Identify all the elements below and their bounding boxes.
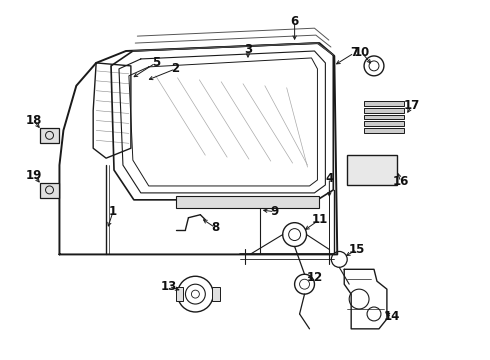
Bar (40, 129, 59, 143)
Bar (364, 108, 404, 113)
Text: 9: 9 (270, 205, 279, 218)
Bar (175, 196, 319, 208)
Bar (364, 100, 404, 105)
Text: 4: 4 (325, 171, 334, 185)
Text: 18: 18 (25, 114, 42, 127)
Text: 7: 7 (350, 46, 358, 59)
Text: 14: 14 (384, 310, 400, 323)
Text: 16: 16 (392, 175, 409, 189)
Bar (364, 129, 404, 133)
Bar (212, 287, 220, 301)
Text: 8: 8 (211, 221, 220, 234)
Bar (175, 287, 183, 301)
Bar (40, 183, 59, 198)
Text: 5: 5 (151, 57, 160, 69)
Text: 12: 12 (306, 271, 322, 284)
Text: 13: 13 (160, 280, 177, 293)
Text: 19: 19 (25, 168, 42, 181)
Bar (364, 121, 404, 126)
Text: 1: 1 (109, 205, 117, 218)
Bar (364, 114, 404, 120)
Text: 11: 11 (311, 213, 327, 226)
Text: 6: 6 (291, 15, 299, 28)
Text: 17: 17 (404, 99, 420, 112)
Text: 2: 2 (172, 62, 180, 75)
Bar (347, 155, 397, 185)
Text: 3: 3 (244, 42, 252, 55)
Text: 15: 15 (349, 243, 366, 256)
Text: 10: 10 (354, 46, 370, 59)
